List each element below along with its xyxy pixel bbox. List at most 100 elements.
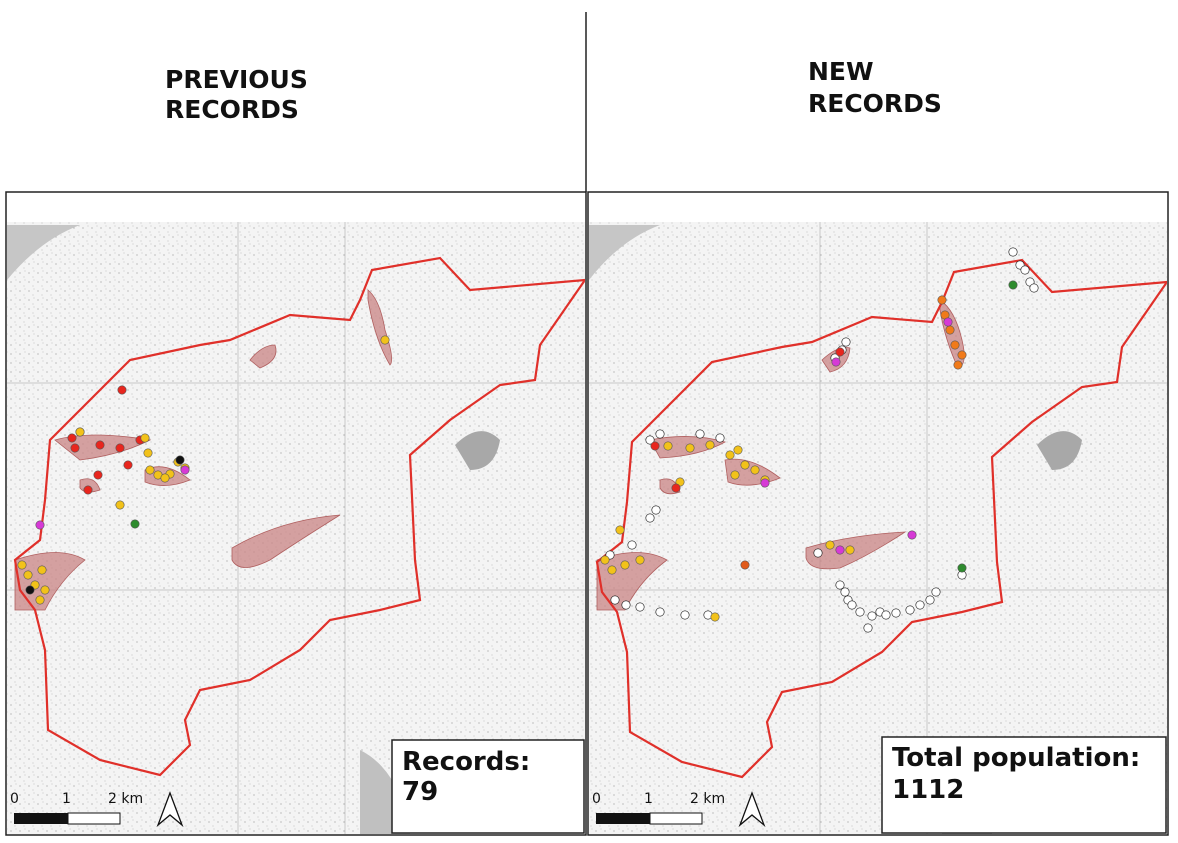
scale-bar: [649, 812, 703, 825]
record-point: [813, 548, 823, 558]
record-point: [600, 555, 610, 565]
record-point: [915, 600, 925, 610]
lake: [7, 225, 80, 280]
count-box: [391, 739, 585, 834]
north-arrow: [156, 791, 184, 828]
record-point: [123, 460, 133, 470]
record-point: [35, 520, 45, 530]
record-point: [130, 519, 140, 529]
record-point: [705, 440, 715, 450]
record-point: [867, 611, 877, 621]
record-point: [25, 585, 35, 595]
record-point: [35, 595, 45, 605]
record-point: [607, 565, 617, 575]
record-point: [75, 427, 85, 437]
record-point: [730, 470, 740, 480]
scale-label: 2 km: [690, 791, 725, 807]
count-value: 1112: [892, 775, 964, 805]
record-point: [70, 443, 80, 453]
record-point: [925, 595, 935, 605]
record-point: [845, 545, 855, 555]
record-point: [645, 435, 655, 445]
record-point: [93, 470, 103, 480]
panel-title: PREVIOUS: [165, 65, 308, 94]
panel-title: RECORDS: [808, 89, 942, 118]
record-point: [831, 357, 841, 367]
record-point: [685, 443, 695, 453]
record-point: [740, 560, 750, 570]
record-point: [1020, 265, 1030, 275]
record-point: [1008, 280, 1018, 290]
record-point: [663, 441, 673, 451]
record-point: [620, 560, 630, 570]
record-point: [943, 317, 953, 327]
record-point: [825, 540, 835, 550]
record-point: [175, 455, 185, 465]
record-point: [847, 600, 857, 610]
record-point: [835, 545, 845, 555]
record-point: [671, 483, 681, 493]
record-point: [907, 530, 917, 540]
lake: [589, 225, 660, 280]
record-point: [760, 478, 770, 488]
record-point: [67, 433, 77, 443]
scale-label: 0: [592, 791, 601, 807]
scale-label: 1: [62, 791, 71, 807]
record-point: [957, 350, 967, 360]
count-box: [881, 736, 1167, 834]
record-point: [610, 595, 620, 605]
panel-title: NEW: [808, 57, 874, 86]
record-point: [841, 337, 851, 347]
scale-bars: 0 1 2 km 0 1 2 km: [10, 791, 766, 828]
record-point: [835, 347, 845, 357]
record-point: [621, 600, 631, 610]
scale-bar: [67, 812, 121, 825]
record-point: [17, 560, 27, 570]
record-point: [635, 602, 645, 612]
record-point: [931, 587, 941, 597]
record-point: [891, 608, 901, 618]
record-point: [863, 623, 873, 633]
record-point: [835, 580, 845, 590]
records: [600, 247, 1039, 633]
map-right: [589, 222, 1167, 834]
record-point: [180, 465, 190, 475]
record-point: [905, 605, 915, 615]
scale-bar: [14, 813, 68, 824]
record-point: [750, 465, 760, 475]
panel-title: RECORDS: [165, 95, 299, 124]
lake: [455, 431, 500, 470]
scale-label: 2 km: [108, 791, 143, 807]
record-point: [635, 555, 645, 565]
record-point: [650, 441, 660, 451]
record-point: [615, 525, 625, 535]
record-point: [855, 607, 865, 617]
count-label: Total population:: [892, 743, 1140, 773]
record-point: [115, 443, 125, 453]
record-point: [95, 440, 105, 450]
count-label: Records:: [402, 747, 530, 777]
record-point: [715, 433, 725, 443]
record-point: [160, 473, 170, 483]
record-point: [710, 612, 720, 622]
record-point: [23, 570, 33, 580]
record-point: [115, 500, 125, 510]
record-point: [380, 335, 390, 345]
record-point: [651, 505, 661, 515]
record-point: [83, 485, 93, 495]
count-value: 79: [402, 777, 438, 807]
graticule: [589, 222, 1167, 834]
north-arrow: [738, 791, 766, 828]
record-point: [117, 385, 127, 395]
record-point: [695, 429, 705, 439]
record-point: [40, 585, 50, 595]
scale-bar: [596, 813, 650, 824]
record-point: [143, 448, 153, 458]
record-point: [950, 340, 960, 350]
record-point: [627, 540, 637, 550]
record-point: [145, 465, 155, 475]
record-point: [733, 445, 743, 455]
record-point: [881, 610, 891, 620]
